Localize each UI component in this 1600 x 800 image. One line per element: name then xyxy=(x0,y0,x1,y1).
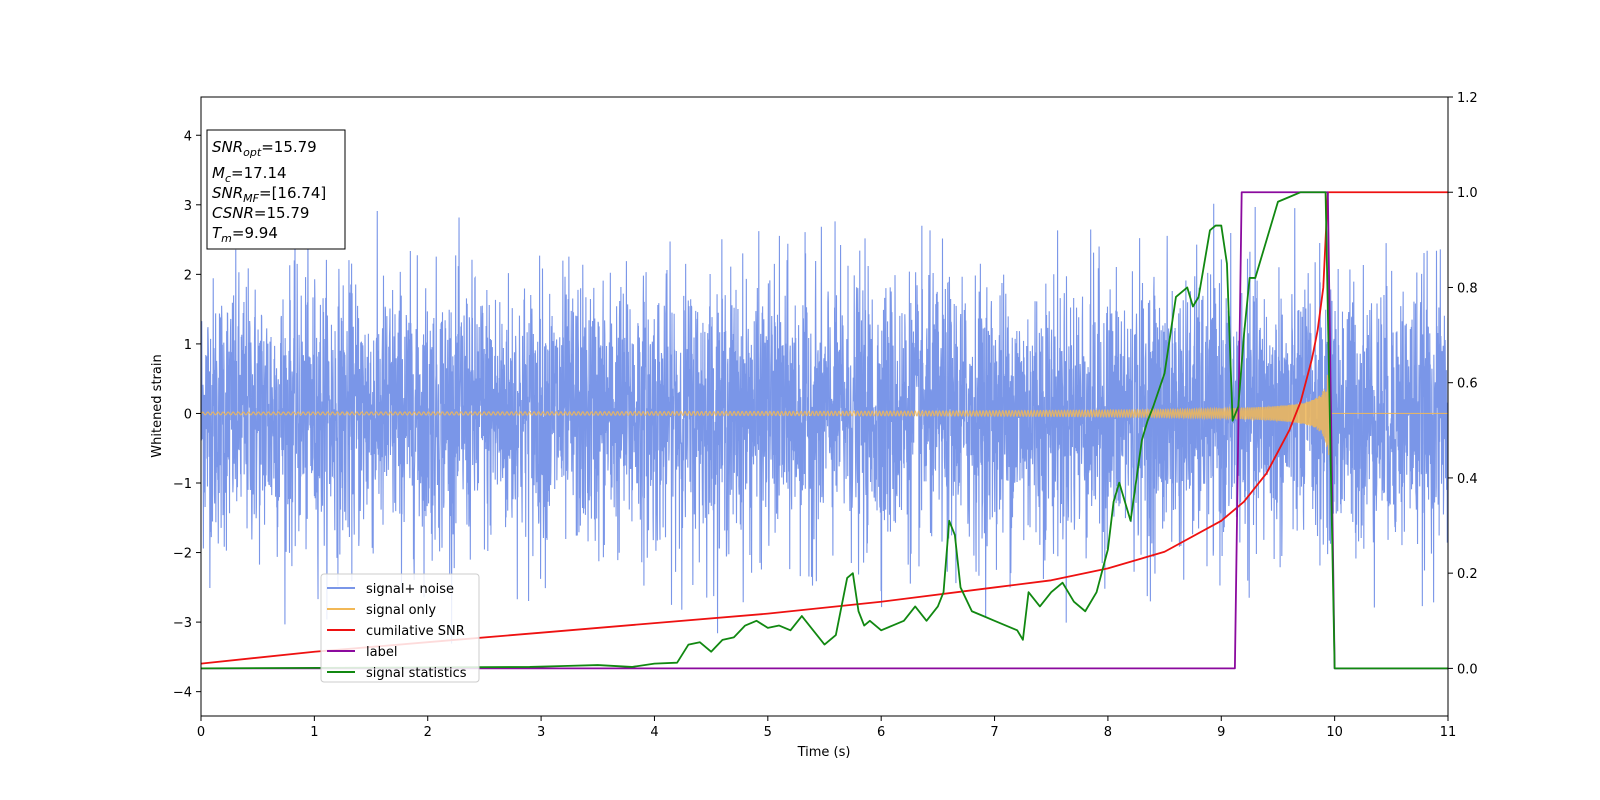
y-tick-label-left: −4 xyxy=(173,686,192,701)
info-box-frame xyxy=(206,129,346,250)
y-tick-label-left: −2 xyxy=(173,547,192,562)
x-tick-label: 11 xyxy=(1440,725,1457,740)
y-tick-label-right: 0.0 xyxy=(1457,662,1478,677)
info-mc: Mc=17.14 xyxy=(212,164,287,185)
y-tick-label-left: 1 xyxy=(184,338,192,353)
info-mc-sub: c xyxy=(225,172,231,185)
y-axis-left: −4 −3 −2 −1 0 1 2 3 4 xyxy=(173,129,201,701)
legend-label: signal statistics xyxy=(366,666,467,681)
info-snr-opt-value: =15.79 xyxy=(261,138,317,156)
x-tick-label: 6 xyxy=(877,725,885,740)
info-csnr-value: =15.79 xyxy=(254,204,310,222)
y-tick-label-left: 2 xyxy=(184,268,192,283)
info-snr-mf-sub: MF xyxy=(243,192,259,205)
y-axis-label: Whitened strain xyxy=(150,354,165,457)
legend-label: label xyxy=(366,645,397,660)
info-mc-value: =17.14 xyxy=(231,164,287,182)
legend-label: signal+ noise xyxy=(366,582,454,597)
info-snr-mf: SNRMF=[16.74] xyxy=(212,184,326,205)
info-snr-mf-value: =[16.74] xyxy=(259,184,326,202)
x-tick-label: 2 xyxy=(424,725,432,740)
legend: signal+ noise signal only cumilative SNR la… xyxy=(320,573,480,683)
x-tick-label: 4 xyxy=(650,725,658,740)
y-tick-label-right: 0.8 xyxy=(1457,281,1478,296)
info-snr-opt-label: SNR xyxy=(212,138,243,156)
series-cumulative-snr xyxy=(201,191,1448,665)
info-snr-opt: SNRopt=15.79 xyxy=(212,138,317,159)
x-tick-label: 3 xyxy=(537,725,545,740)
info-box: SNRopt=15.79 Mc=17.14 SNRMF=[16.74] CSNR… xyxy=(206,129,346,250)
y-axis-right: 0.0 0.2 0.4 0.6 0.8 1.0 1.2 xyxy=(1448,91,1478,677)
info-tm-sub: m xyxy=(221,232,232,245)
y-tick-label-right: 1.0 xyxy=(1457,186,1478,201)
y-tick-label-left: 4 xyxy=(184,129,192,144)
series-signal-plus-noise xyxy=(201,203,1448,644)
x-tick-label: 8 xyxy=(1104,725,1112,740)
x-tick-label: 10 xyxy=(1326,725,1343,740)
x-tick-label: 5 xyxy=(764,725,772,740)
y-tick-label-right: 0.6 xyxy=(1457,377,1478,392)
y-tick-label-right: 0.2 xyxy=(1457,567,1478,582)
x-tick-label: 1 xyxy=(310,725,318,740)
y-tick-label-right: 1.2 xyxy=(1457,91,1478,106)
plot-area xyxy=(201,191,1448,670)
info-csnr-label: CSNR xyxy=(212,204,254,222)
info-mc-label: M xyxy=(212,164,225,182)
info-tm-label: T xyxy=(212,224,223,242)
y-tick-label-right: 0.4 xyxy=(1457,472,1478,487)
info-tm: Tm=9.94 xyxy=(212,224,278,245)
x-tick-label: 0 xyxy=(197,725,205,740)
y-tick-label-left: 0 xyxy=(184,407,192,422)
x-axis-label: Time (s) xyxy=(797,745,851,760)
series-signal-statistics xyxy=(201,191,1448,670)
x-tick-label: 7 xyxy=(990,725,998,740)
y-tick-label-left: 3 xyxy=(184,199,192,214)
legend-label: signal only xyxy=(366,603,436,618)
info-snr-mf-label: SNR xyxy=(212,184,243,202)
info-csnr: CSNR=15.79 xyxy=(212,204,309,222)
x-axis: 0 1 2 3 4 5 6 7 8 9 10 11 xyxy=(197,716,1456,740)
y-tick-label-left: −3 xyxy=(173,616,192,631)
y-tick-label-left: −1 xyxy=(173,477,192,492)
legend-label: cumilative SNR xyxy=(366,624,465,639)
legend-entries: signal+ noise signal only cumilative SNR la… xyxy=(327,582,467,681)
series-signal-only xyxy=(201,374,1448,455)
x-tick-label: 9 xyxy=(1217,725,1225,740)
info-tm-value: =9.94 xyxy=(232,224,278,242)
legend-frame xyxy=(320,573,480,683)
info-snr-opt-sub: opt xyxy=(243,146,262,159)
plot-frame xyxy=(200,96,1449,717)
